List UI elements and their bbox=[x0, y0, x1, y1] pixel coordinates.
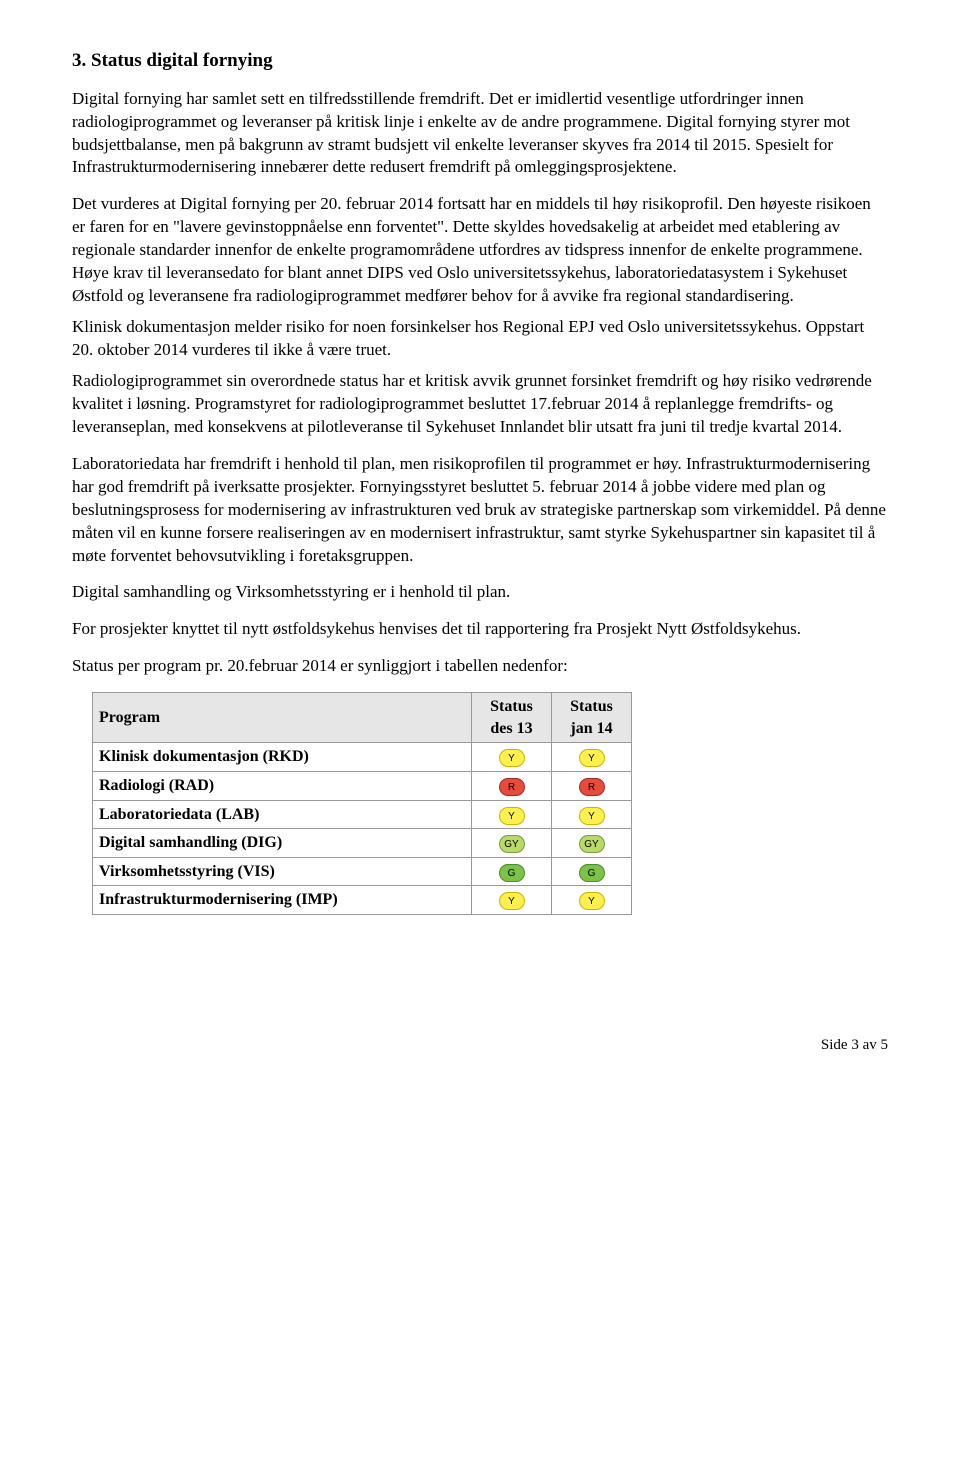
status-jan14: Y bbox=[552, 743, 632, 772]
table-row: Digital samhandling (DIG) GY GY bbox=[93, 829, 632, 858]
table-row: Laboratoriedata (LAB) Y Y bbox=[93, 800, 632, 829]
program-name: Laboratoriedata (LAB) bbox=[93, 800, 472, 829]
status-badge: R bbox=[579, 778, 605, 796]
para-2b: Klinisk dokumentasjon melder risiko for … bbox=[72, 316, 888, 362]
program-name: Infrastrukturmodernisering (IMP) bbox=[93, 886, 472, 915]
para-1a: Digital fornying har samlet sett en tilf… bbox=[72, 89, 485, 108]
status-jan14: R bbox=[552, 772, 632, 801]
status-jan14: GY bbox=[552, 829, 632, 858]
status-des13: GY bbox=[472, 829, 552, 858]
status-badge: Y bbox=[579, 749, 605, 767]
status-des13: Y bbox=[472, 886, 552, 915]
page-footer: Side 3 av 5 bbox=[72, 1035, 888, 1055]
col-status-jan14: Status jan 14 bbox=[552, 693, 632, 743]
para-2a: Det vurderes at Digital fornying per 20.… bbox=[72, 193, 888, 308]
table-header-row: Program Status des 13 Status jan 14 bbox=[93, 693, 632, 743]
program-name: Klinisk dokumentasjon (RKD) bbox=[93, 743, 472, 772]
para-4: Digital samhandling og Virksomhetsstyrin… bbox=[72, 581, 888, 604]
col-program: Program bbox=[93, 693, 472, 743]
status-badge: GY bbox=[499, 835, 525, 853]
status-table: Program Status des 13 Status jan 14 Klin… bbox=[92, 692, 632, 915]
status-des13: R bbox=[472, 772, 552, 801]
program-name: Digital samhandling (DIG) bbox=[93, 829, 472, 858]
program-name: Virksomhetsstyring (VIS) bbox=[93, 857, 472, 886]
status-des13: Y bbox=[472, 743, 552, 772]
status-jan14: G bbox=[552, 857, 632, 886]
status-badge: G bbox=[499, 864, 525, 882]
status-jan14: Y bbox=[552, 800, 632, 829]
section-heading: 3. Status digital fornying bbox=[72, 48, 888, 74]
status-badge: GY bbox=[579, 835, 605, 853]
para-3: Laboratoriedata har fremdrift i henhold … bbox=[72, 453, 888, 568]
status-badge: Y bbox=[579, 807, 605, 825]
status-jan14: Y bbox=[552, 886, 632, 915]
table-row: Radiologi (RAD) R R bbox=[93, 772, 632, 801]
para-6: Status per program pr. 20.februar 2014 e… bbox=[72, 655, 888, 678]
table-row: Klinisk dokumentasjon (RKD) Y Y bbox=[93, 743, 632, 772]
status-badge: Y bbox=[579, 892, 605, 910]
table-row: Infrastrukturmodernisering (IMP) Y Y bbox=[93, 886, 632, 915]
status-badge: G bbox=[579, 864, 605, 882]
table-row: Virksomhetsstyring (VIS) G G bbox=[93, 857, 632, 886]
status-badge: Y bbox=[499, 892, 525, 910]
status-badge: Y bbox=[499, 749, 525, 767]
program-name: Radiologi (RAD) bbox=[93, 772, 472, 801]
status-badge: Y bbox=[499, 807, 525, 825]
para-2c: Radiologiprogrammet sin overordnede stat… bbox=[72, 370, 888, 439]
para-5: For prosjekter knyttet til nytt østfolds… bbox=[72, 618, 888, 641]
status-badge: R bbox=[499, 778, 525, 796]
status-des13: G bbox=[472, 857, 552, 886]
col-status-des13: Status des 13 bbox=[472, 693, 552, 743]
status-des13: Y bbox=[472, 800, 552, 829]
